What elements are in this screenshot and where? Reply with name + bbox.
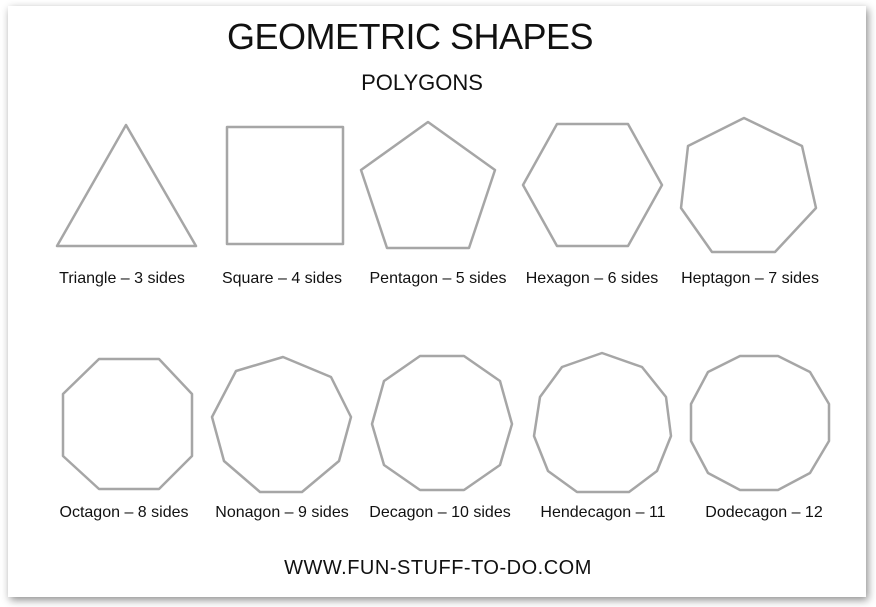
hexagon-label: Hexagon – 6 sides	[525, 270, 659, 287]
triangle-label: Triangle – 3 sides	[59, 270, 185, 287]
square-label: Square – 4 sides	[221, 270, 343, 287]
dodecagon-shape	[689, 354, 831, 492]
worksheet-card	[8, 6, 866, 597]
decagon-shape	[370, 354, 514, 492]
hexagon-shape	[521, 122, 664, 248]
pentagon-label: Pentagon – 5 sides	[369, 270, 507, 287]
nonagon-shape	[210, 355, 353, 494]
website-url: WWW.FUN-STUFF-TO-DO.COM	[284, 557, 592, 579]
heptagon-label: Heptagon – 7 sides	[681, 270, 819, 287]
pentagon-shape	[359, 120, 497, 250]
page-title: GEOMETRIC SHAPES	[226, 16, 594, 57]
octagon-shape	[61, 357, 194, 491]
hendecagon-label: Hendecagon – 11	[540, 504, 666, 521]
octagon-label: Octagon – 8 sides	[59, 504, 189, 521]
dodecagon-label: Dodecagon – 12	[705, 504, 823, 521]
triangle-shape	[55, 123, 198, 248]
heptagon-shape	[679, 116, 818, 254]
decagon-label: Decagon – 10 sides	[369, 504, 511, 521]
page-subtitle: POLYGONS	[361, 70, 483, 95]
hendecagon-shape	[532, 351, 673, 494]
square-shape	[225, 125, 345, 246]
nonagon-label: Nonagon – 9 sides	[215, 504, 349, 521]
